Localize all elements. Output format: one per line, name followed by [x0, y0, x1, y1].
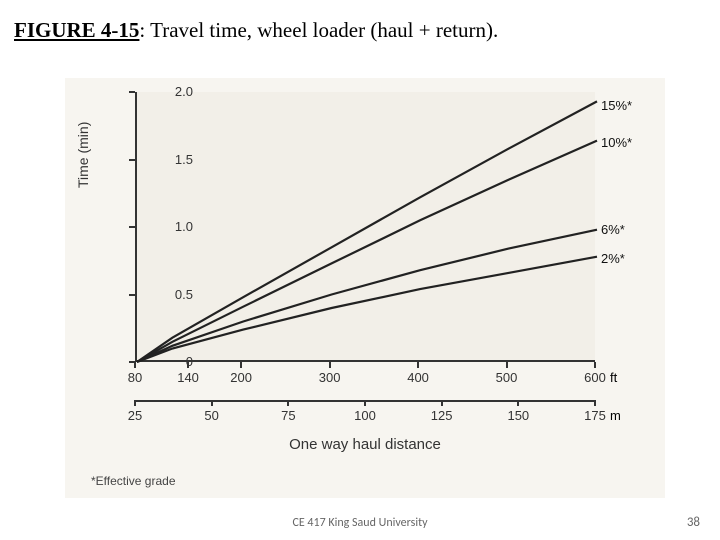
x-tick-label-m: 125: [431, 408, 453, 423]
y-tick-label: 2.0: [153, 84, 193, 99]
series-line: [137, 257, 597, 362]
figure-caption: FIGURE 4-15: Travel time, wheel loader (…: [14, 18, 498, 43]
chart-svg: [137, 92, 597, 362]
series-line: [137, 230, 597, 362]
x-tick-m: [517, 400, 519, 406]
x-tick-m: [441, 400, 443, 406]
y-tick-label: 1.5: [153, 152, 193, 167]
x-tick-label-m: 75: [281, 408, 295, 423]
x-unit-m: m: [610, 408, 621, 423]
footnote: *Effective grade: [91, 474, 176, 488]
y-axis-title: Time (min): [75, 122, 91, 188]
figure-text: : Travel time, wheel loader (haul + retu…: [139, 18, 498, 42]
x-tick-m: [594, 400, 596, 406]
series-label: 6%*: [601, 222, 625, 237]
plot-area: [135, 92, 595, 362]
y-tick-label: 1.0: [153, 219, 193, 234]
x-tick-m: [134, 400, 136, 406]
series-label: 10%*: [601, 135, 632, 150]
x-tick-m: [287, 400, 289, 406]
x-unit-ft: ft: [610, 370, 617, 385]
x-tick-ft: [187, 362, 189, 368]
x-tick-ft: [240, 362, 242, 368]
x-tick-label-m: 100: [354, 408, 376, 423]
y-tick: [129, 226, 135, 228]
x-tick-label-ft: 300: [319, 370, 341, 385]
y-tick-label: 0.5: [153, 287, 193, 302]
x-tick-label-m: 25: [128, 408, 142, 423]
x-axis-title: One way haul distance: [65, 436, 665, 453]
x-tick-label-ft: 140: [177, 370, 199, 385]
chart-container: Time (min) 00.51.01.52.0 801402003004005…: [65, 78, 665, 498]
x-tick-m: [364, 400, 366, 406]
x-tick-label-ft: 500: [496, 370, 518, 385]
x-tick-ft: [417, 362, 419, 368]
page-number: 38: [687, 515, 700, 530]
x-tick-m: [211, 400, 213, 406]
x-tick-ft: [506, 362, 508, 368]
series-label: 2%*: [601, 251, 625, 266]
x-tick-label-ft: 400: [407, 370, 429, 385]
footer-text: CE 417 King Saud University: [0, 516, 720, 530]
y-tick: [129, 159, 135, 161]
x-tick-label-m: 175: [584, 408, 606, 423]
y-tick: [129, 91, 135, 93]
x-tick-label-ft: 200: [230, 370, 252, 385]
x-tick-label-ft: 80: [128, 370, 142, 385]
series-line: [137, 101, 597, 362]
x-tick-label-m: 50: [204, 408, 218, 423]
x-tick-ft: [134, 362, 136, 368]
series-line: [137, 141, 597, 362]
secondary-x-axis: [135, 400, 595, 402]
x-tick-label-ft: 600: [584, 370, 606, 385]
y-tick: [129, 294, 135, 296]
series-label: 15%*: [601, 98, 632, 113]
x-tick-ft: [329, 362, 331, 368]
x-tick-ft: [594, 362, 596, 368]
x-tick-label-m: 150: [507, 408, 529, 423]
figure-label: FIGURE 4-15: [14, 18, 139, 42]
